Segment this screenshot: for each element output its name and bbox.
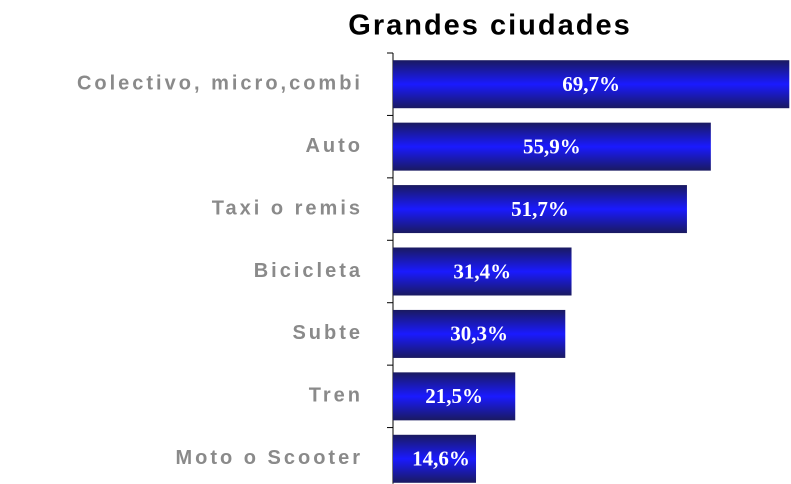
value-label: 14,6%: [412, 447, 470, 471]
value-label: 69,7%: [562, 72, 620, 96]
value-label: 55,9%: [523, 134, 581, 158]
bar: [393, 309, 566, 358]
category-label: Tren: [309, 385, 363, 407]
category-label: Colectivo, micro,combi: [77, 72, 363, 94]
category-label: Subte: [292, 322, 363, 344]
category-label: Taxi o remis: [212, 197, 363, 219]
bar: [393, 372, 516, 421]
category-label: Auto: [305, 135, 363, 157]
value-label: 21,5%: [425, 384, 483, 408]
bar: [393, 434, 477, 483]
category-label: Bicicleta: [254, 260, 363, 282]
category-label: Moto o Scooter: [175, 447, 363, 469]
bar: [393, 247, 572, 296]
bar: [393, 185, 687, 234]
bar: [393, 122, 711, 171]
value-label: 30,3%: [450, 322, 508, 346]
chart-title: Grandes ciudades: [348, 10, 631, 42]
value-label: 51,7%: [511, 197, 569, 221]
bar: [393, 60, 790, 109]
value-label: 31,4%: [453, 259, 511, 283]
